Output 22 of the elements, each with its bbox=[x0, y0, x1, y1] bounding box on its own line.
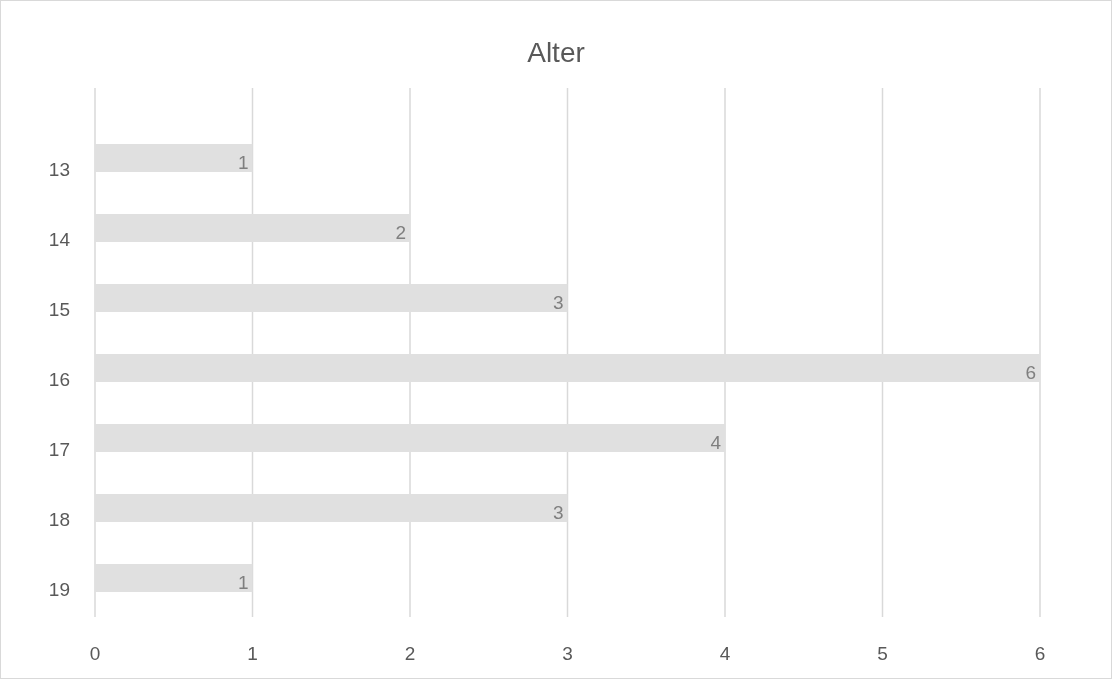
data-label: 3 bbox=[552, 502, 564, 523]
x-tick-label: 1 bbox=[247, 643, 258, 664]
data-label: 1 bbox=[237, 152, 249, 173]
chart-title: Alter bbox=[527, 37, 585, 68]
y-tick-label: 17 bbox=[48, 439, 70, 460]
data-label: 1 bbox=[237, 572, 249, 593]
x-tick-label: 3 bbox=[562, 643, 573, 664]
data-label: 3 bbox=[552, 292, 564, 313]
y-tick-label: 18 bbox=[48, 509, 70, 530]
x-tick-label: 2 bbox=[404, 643, 416, 664]
x-tick-label: 4 bbox=[719, 643, 731, 664]
y-tick-label: 16 bbox=[48, 369, 70, 390]
data-label: 4 bbox=[710, 432, 722, 453]
y-tick-label: 15 bbox=[48, 299, 70, 320]
data-label: 6 bbox=[1025, 362, 1036, 383]
y-tick-label: 19 bbox=[48, 579, 70, 600]
y-tick-label: 13 bbox=[48, 159, 70, 180]
x-tick-label: 0 bbox=[89, 643, 101, 664]
x-tick-label: 6 bbox=[1034, 643, 1046, 664]
data-label: 2 bbox=[395, 222, 406, 243]
x-tick-label: 5 bbox=[877, 643, 888, 664]
y-tick-label: 14 bbox=[48, 229, 71, 250]
